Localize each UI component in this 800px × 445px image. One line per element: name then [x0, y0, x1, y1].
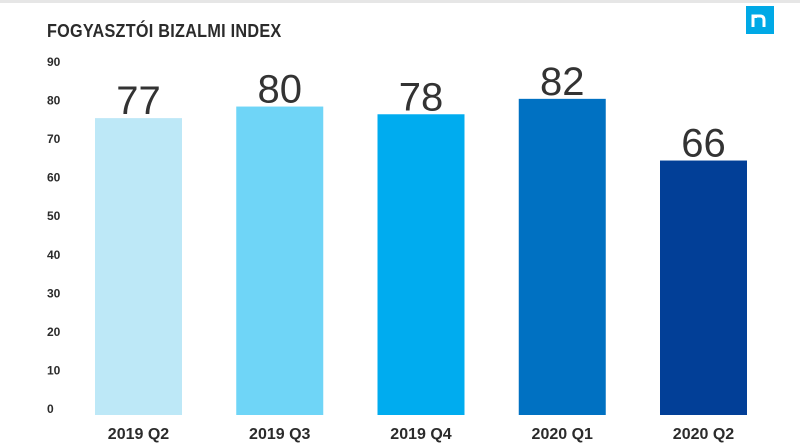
bar-2 [236, 106, 324, 416]
top-divider [0, 0, 800, 3]
data-label: 80 [258, 68, 303, 112]
x-tick-label: 2019 Q2 [108, 426, 169, 443]
data-label: 78 [399, 75, 444, 119]
y-tick-label: 70 [47, 132, 61, 146]
x-tick-label: 2019 Q3 [249, 426, 310, 443]
y-tick-label: 10 [47, 363, 61, 377]
y-tick-label: 40 [47, 248, 61, 262]
y-tick-label: 0 [47, 402, 54, 416]
bar-4 [518, 98, 606, 415]
x-tick-label: 2020 Q2 [673, 426, 734, 443]
bar-1 [95, 118, 182, 415]
y-tick-label: 90 [47, 55, 61, 69]
data-label: 66 [681, 122, 726, 166]
x-tick-label: 2019 Q4 [390, 426, 451, 443]
bar-5 [660, 160, 747, 415]
x-tick-label: 2020 Q1 [532, 426, 593, 443]
y-tick-label: 80 [47, 94, 61, 108]
chart-title: FOGYASZTÓI BIZALMI INDEX [47, 21, 282, 41]
bar-3 [377, 114, 465, 416]
y-tick-label: 20 [47, 325, 61, 339]
y-tick-label: 30 [47, 286, 61, 300]
y-tick-label: 60 [47, 171, 61, 185]
data-label: 77 [116, 79, 161, 123]
nielsen-logo-icon [746, 6, 774, 34]
y-tick-label: 50 [47, 209, 61, 223]
data-label: 82 [540, 60, 585, 104]
